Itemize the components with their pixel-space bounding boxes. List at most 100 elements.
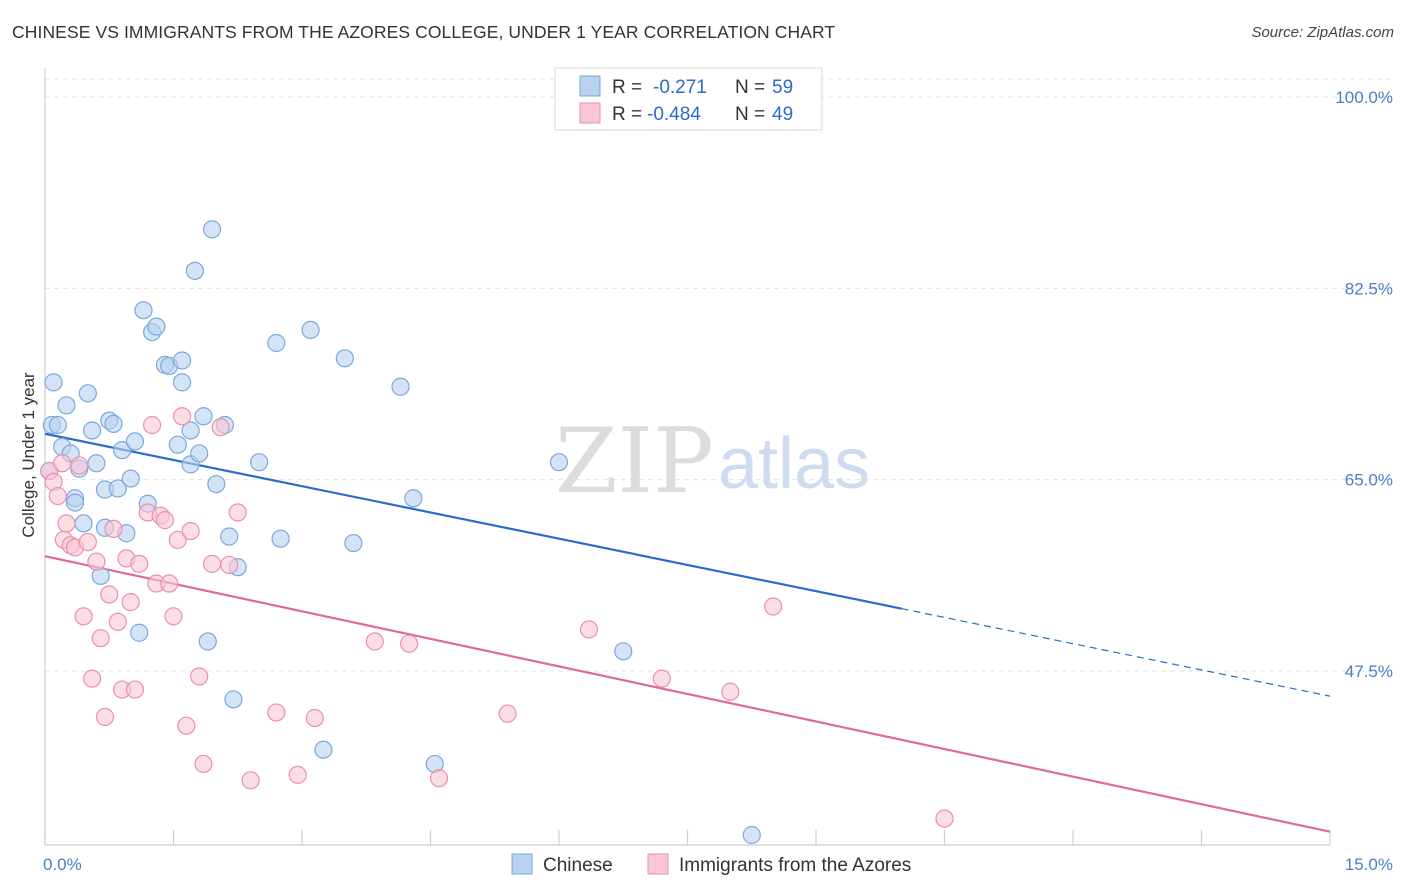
point-azores — [228, 503, 247, 522]
legend-n-value-2: 49 — [772, 104, 793, 125]
point-chinese — [87, 454, 106, 473]
point-azores — [935, 809, 954, 828]
chart-title: CHINESE VS IMMIGRANTS FROM THE AZORES CO… — [12, 22, 836, 42]
point-azores — [95, 707, 115, 727]
legend-r-value-1: -0.271 — [653, 77, 707, 98]
point-azores — [104, 519, 123, 538]
trend-line-chinese-dashed — [901, 608, 1331, 697]
point-chinese — [344, 533, 363, 553]
axis-layer: 47.5% 65.0% 82.5% 100.0% — [44, 68, 1393, 846]
point-chinese — [108, 479, 127, 498]
point-azores — [70, 456, 89, 475]
points-layer — [40, 220, 954, 845]
point-chinese — [301, 320, 320, 339]
point-azores — [579, 620, 599, 639]
point-azores — [721, 682, 740, 701]
point-azores — [155, 511, 175, 530]
point-azores — [429, 769, 449, 788]
point-azores — [108, 612, 127, 631]
point-azores — [498, 704, 517, 723]
watermark-zip: ZIP — [555, 409, 714, 514]
point-azores — [172, 407, 192, 426]
point-chinese — [404, 489, 423, 508]
point-azores — [48, 486, 67, 506]
bottom-legend-swatch-chinese — [511, 853, 533, 875]
point-azores — [121, 593, 140, 612]
point-chinese — [742, 825, 761, 845]
point-chinese — [190, 444, 209, 463]
legend-n-label-2: N = — [735, 104, 765, 125]
grid-layer — [45, 78, 1393, 672]
point-chinese — [44, 373, 63, 392]
x-tick-label-max: 15.0% — [1345, 855, 1393, 874]
point-azores — [100, 585, 119, 604]
point-azores — [652, 669, 671, 688]
legend-r-value-2: -0.484 — [647, 104, 701, 125]
bottom-legend-swatch-azores — [647, 853, 669, 875]
watermark: ZIP atlas — [555, 409, 870, 514]
point-azores — [399, 634, 419, 653]
point-chinese — [391, 377, 410, 396]
point-chinese — [134, 301, 153, 320]
point-azores — [194, 754, 213, 774]
point-chinese — [549, 453, 569, 472]
point-azores — [57, 514, 76, 533]
point-azores — [53, 454, 72, 473]
point-azores — [190, 667, 209, 686]
point-chinese — [121, 469, 140, 488]
bottom-legend-label-chinese: Chinese — [543, 855, 613, 876]
watermark-atlas: atlas — [718, 424, 870, 504]
point-azores — [87, 552, 106, 571]
point-azores — [365, 632, 384, 651]
point-chinese — [181, 421, 200, 440]
point-chinese — [125, 432, 145, 451]
point-chinese — [271, 529, 290, 548]
point-chinese — [112, 441, 132, 460]
point-chinese — [130, 623, 149, 642]
point-azores — [267, 703, 286, 722]
point-chinese — [168, 435, 187, 454]
bottom-legend-label-azores: Immigrants from the Azores — [679, 855, 911, 876]
point-azores — [142, 415, 162, 435]
legend-r-label-1: R = — [612, 77, 642, 98]
point-azores — [241, 771, 260, 790]
top-legend: R = -0.271 N = 59 R = -0.484 N = 49 — [554, 67, 823, 131]
point-azores — [177, 716, 196, 735]
point-azores — [305, 708, 324, 728]
y-tick-label: 100.0% — [1335, 88, 1393, 107]
point-chinese — [314, 740, 333, 759]
point-chinese — [202, 220, 222, 239]
y-tick-label: 82.5% — [1345, 279, 1393, 298]
point-chinese — [172, 373, 192, 392]
point-chinese — [78, 384, 97, 403]
point-azores — [211, 418, 230, 437]
point-azores — [181, 521, 200, 541]
point-chinese — [267, 333, 286, 353]
point-chinese — [207, 474, 226, 494]
bottom-legend: Chinese Immigrants from the Azores — [511, 853, 911, 876]
point-chinese — [172, 351, 192, 370]
legend-swatch-chinese — [579, 75, 601, 97]
point-chinese — [104, 414, 123, 434]
point-chinese — [614, 642, 633, 661]
point-chinese — [250, 453, 269, 472]
point-azores — [164, 607, 183, 626]
point-azores — [125, 680, 145, 699]
point-chinese — [194, 407, 213, 426]
point-azores — [74, 607, 93, 626]
point-azores — [764, 597, 783, 616]
point-chinese — [83, 421, 102, 440]
point-azores — [220, 555, 239, 575]
point-chinese — [65, 493, 85, 512]
point-azores — [78, 532, 97, 552]
point-azores — [288, 765, 307, 784]
legend-swatch-azores — [579, 102, 601, 124]
point-azores — [91, 629, 110, 648]
trend-line-azores — [44, 555, 1331, 833]
legend-n-value-1: 59 — [772, 77, 793, 98]
point-chinese — [57, 396, 76, 415]
x-tick-label-min: 0.0% — [43, 855, 82, 874]
y-tick-label: 47.5% — [1345, 662, 1393, 681]
point-chinese — [185, 261, 205, 280]
